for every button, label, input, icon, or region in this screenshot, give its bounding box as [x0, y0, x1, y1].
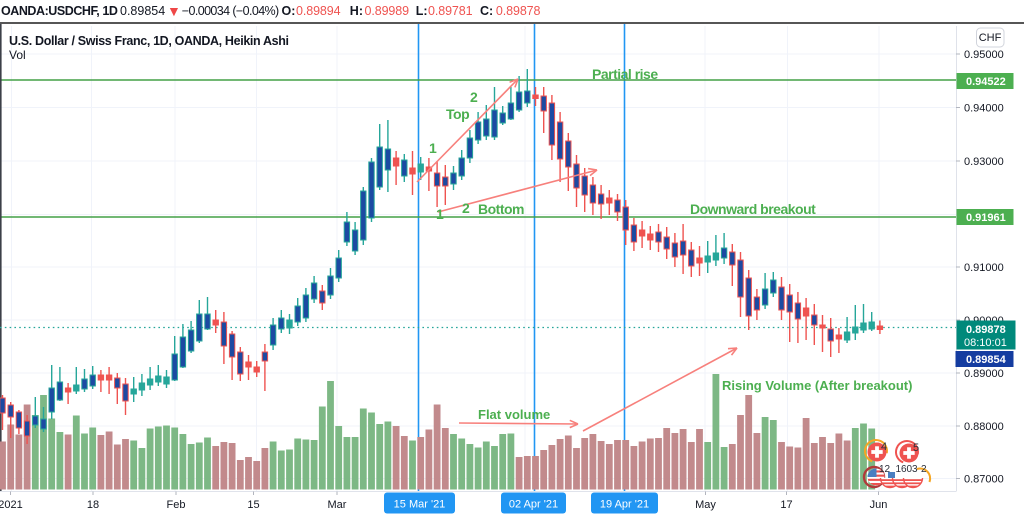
svg-text:2: 2 — [470, 89, 478, 105]
svg-text:0.89878: 0.89878 — [966, 324, 1006, 336]
svg-text:Vol: Vol — [9, 48, 26, 62]
svg-text:2: 2 — [462, 200, 470, 216]
svg-text:1: 1 — [429, 140, 437, 156]
svg-text:12: 12 — [879, 464, 891, 475]
svg-text:19 Apr '21: 19 Apr '21 — [600, 499, 649, 511]
svg-text:Mar: Mar — [328, 499, 347, 511]
svg-text:2: 2 — [921, 464, 927, 475]
svg-text:Partial rise: Partial rise — [592, 66, 658, 82]
svg-text:0.91000: 0.91000 — [964, 262, 1004, 274]
svg-text:15 Mar '21: 15 Mar '21 — [394, 499, 446, 511]
svg-text:U.S. Dollar / Swiss Franc, 1D,: U.S. Dollar / Swiss Franc, 1D, OANDA, He… — [9, 34, 289, 48]
svg-text:17: 17 — [780, 499, 792, 511]
svg-text:0.91961: 0.91961 — [966, 212, 1006, 224]
svg-text:Rising Volume (After breakout): Rising Volume (After breakout) — [722, 378, 912, 393]
svg-text:0.87000: 0.87000 — [964, 474, 1004, 486]
svg-text:Downward breakout: Downward breakout — [690, 201, 816, 217]
svg-text:Top: Top — [446, 106, 469, 122]
svg-text:Jun: Jun — [870, 499, 888, 511]
svg-text:May: May — [695, 499, 716, 511]
svg-text:08:10:01: 08:10:01 — [964, 337, 1007, 349]
svg-text:02 Apr '21: 02 Apr '21 — [509, 499, 558, 511]
svg-text:0.88000: 0.88000 — [964, 421, 1004, 433]
svg-text:Feb: Feb — [167, 499, 186, 511]
svg-text:0.89854: 0.89854 — [966, 354, 1007, 366]
svg-text:0.94522: 0.94522 — [966, 76, 1006, 88]
svg-text:0.93000: 0.93000 — [964, 156, 1004, 168]
svg-text:0.89000: 0.89000 — [964, 368, 1004, 380]
svg-text:15: 15 — [247, 499, 259, 511]
svg-text:18: 18 — [87, 499, 99, 511]
svg-text:0.95000: 0.95000 — [964, 49, 1004, 61]
svg-text:1: 1 — [436, 206, 444, 222]
svg-text:2021: 2021 — [0, 499, 23, 511]
svg-text:4: 4 — [881, 441, 887, 453]
svg-text:16: 16 — [896, 464, 908, 475]
svg-text:Flat volume: Flat volume — [478, 407, 550, 422]
svg-text:03: 03 — [907, 464, 919, 475]
svg-text:CHF: CHF — [979, 32, 1002, 44]
svg-text:5: 5 — [913, 442, 919, 454]
svg-text:0.94000: 0.94000 — [964, 103, 1004, 115]
svg-text:Bottom: Bottom — [478, 201, 524, 217]
